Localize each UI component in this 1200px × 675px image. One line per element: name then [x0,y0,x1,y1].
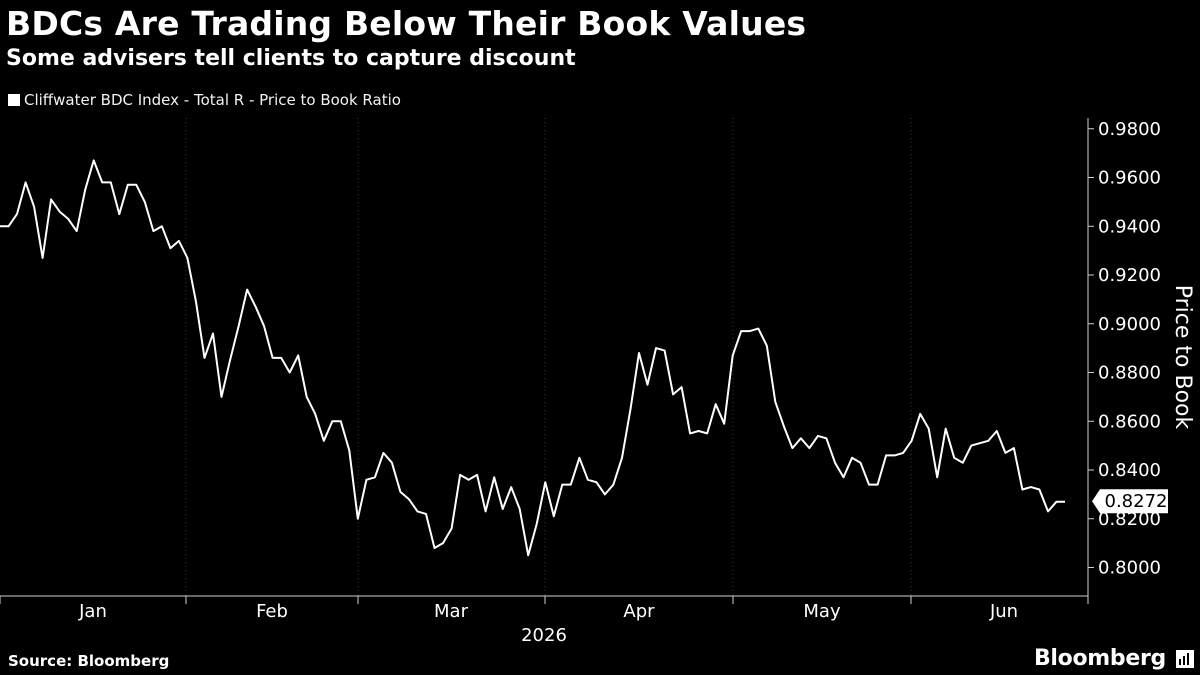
y-tick-label: 0.8800 [1098,363,1161,384]
y-axis-title: Price to Book [1170,285,1195,430]
x-tick-label: Mar [434,601,469,622]
x-tick-label: Apr [623,601,655,622]
chart-title: BDCs Are Trading Below Their Book Values [6,4,807,43]
x-tick-label: May [803,601,841,622]
y-tick-label: 0.9400 [1098,216,1161,237]
chart-subtitle: Some advisers tell clients to capture di… [6,46,576,71]
y-tick-label: 0.8000 [1098,558,1161,579]
series-line [0,159,1065,557]
legend-swatch [8,94,20,106]
last-value-box [1092,489,1168,514]
x-axis-year-label: 2026 [521,625,567,646]
y-tick-label: 0.9000 [1098,314,1161,335]
legend: Cliffwater BDC Index - Total R - Price t… [8,91,401,109]
y-tick-label: 0.9800 [1098,119,1161,140]
x-tick-label: Jun [989,601,1018,622]
y-tick-label: 0.8600 [1098,411,1161,432]
x-tick-label: Feb [256,601,288,622]
last-value-label: 0.8272 [1105,491,1168,512]
y-tick-label: 0.9600 [1098,168,1161,189]
bloomberg-logo-text: Bloomberg [1033,646,1166,671]
y-tick-label: 0.8400 [1098,460,1161,481]
source-note: Source: Bloomberg [8,652,170,670]
x-tick-label: Jan [78,601,107,622]
y-tick-label: 0.8200 [1098,509,1161,530]
legend-label: Cliffwater BDC Index - Total R - Price t… [24,91,401,109]
bloomberg-logo-icon [1176,650,1194,668]
y-tick-label: 0.9200 [1098,265,1161,286]
